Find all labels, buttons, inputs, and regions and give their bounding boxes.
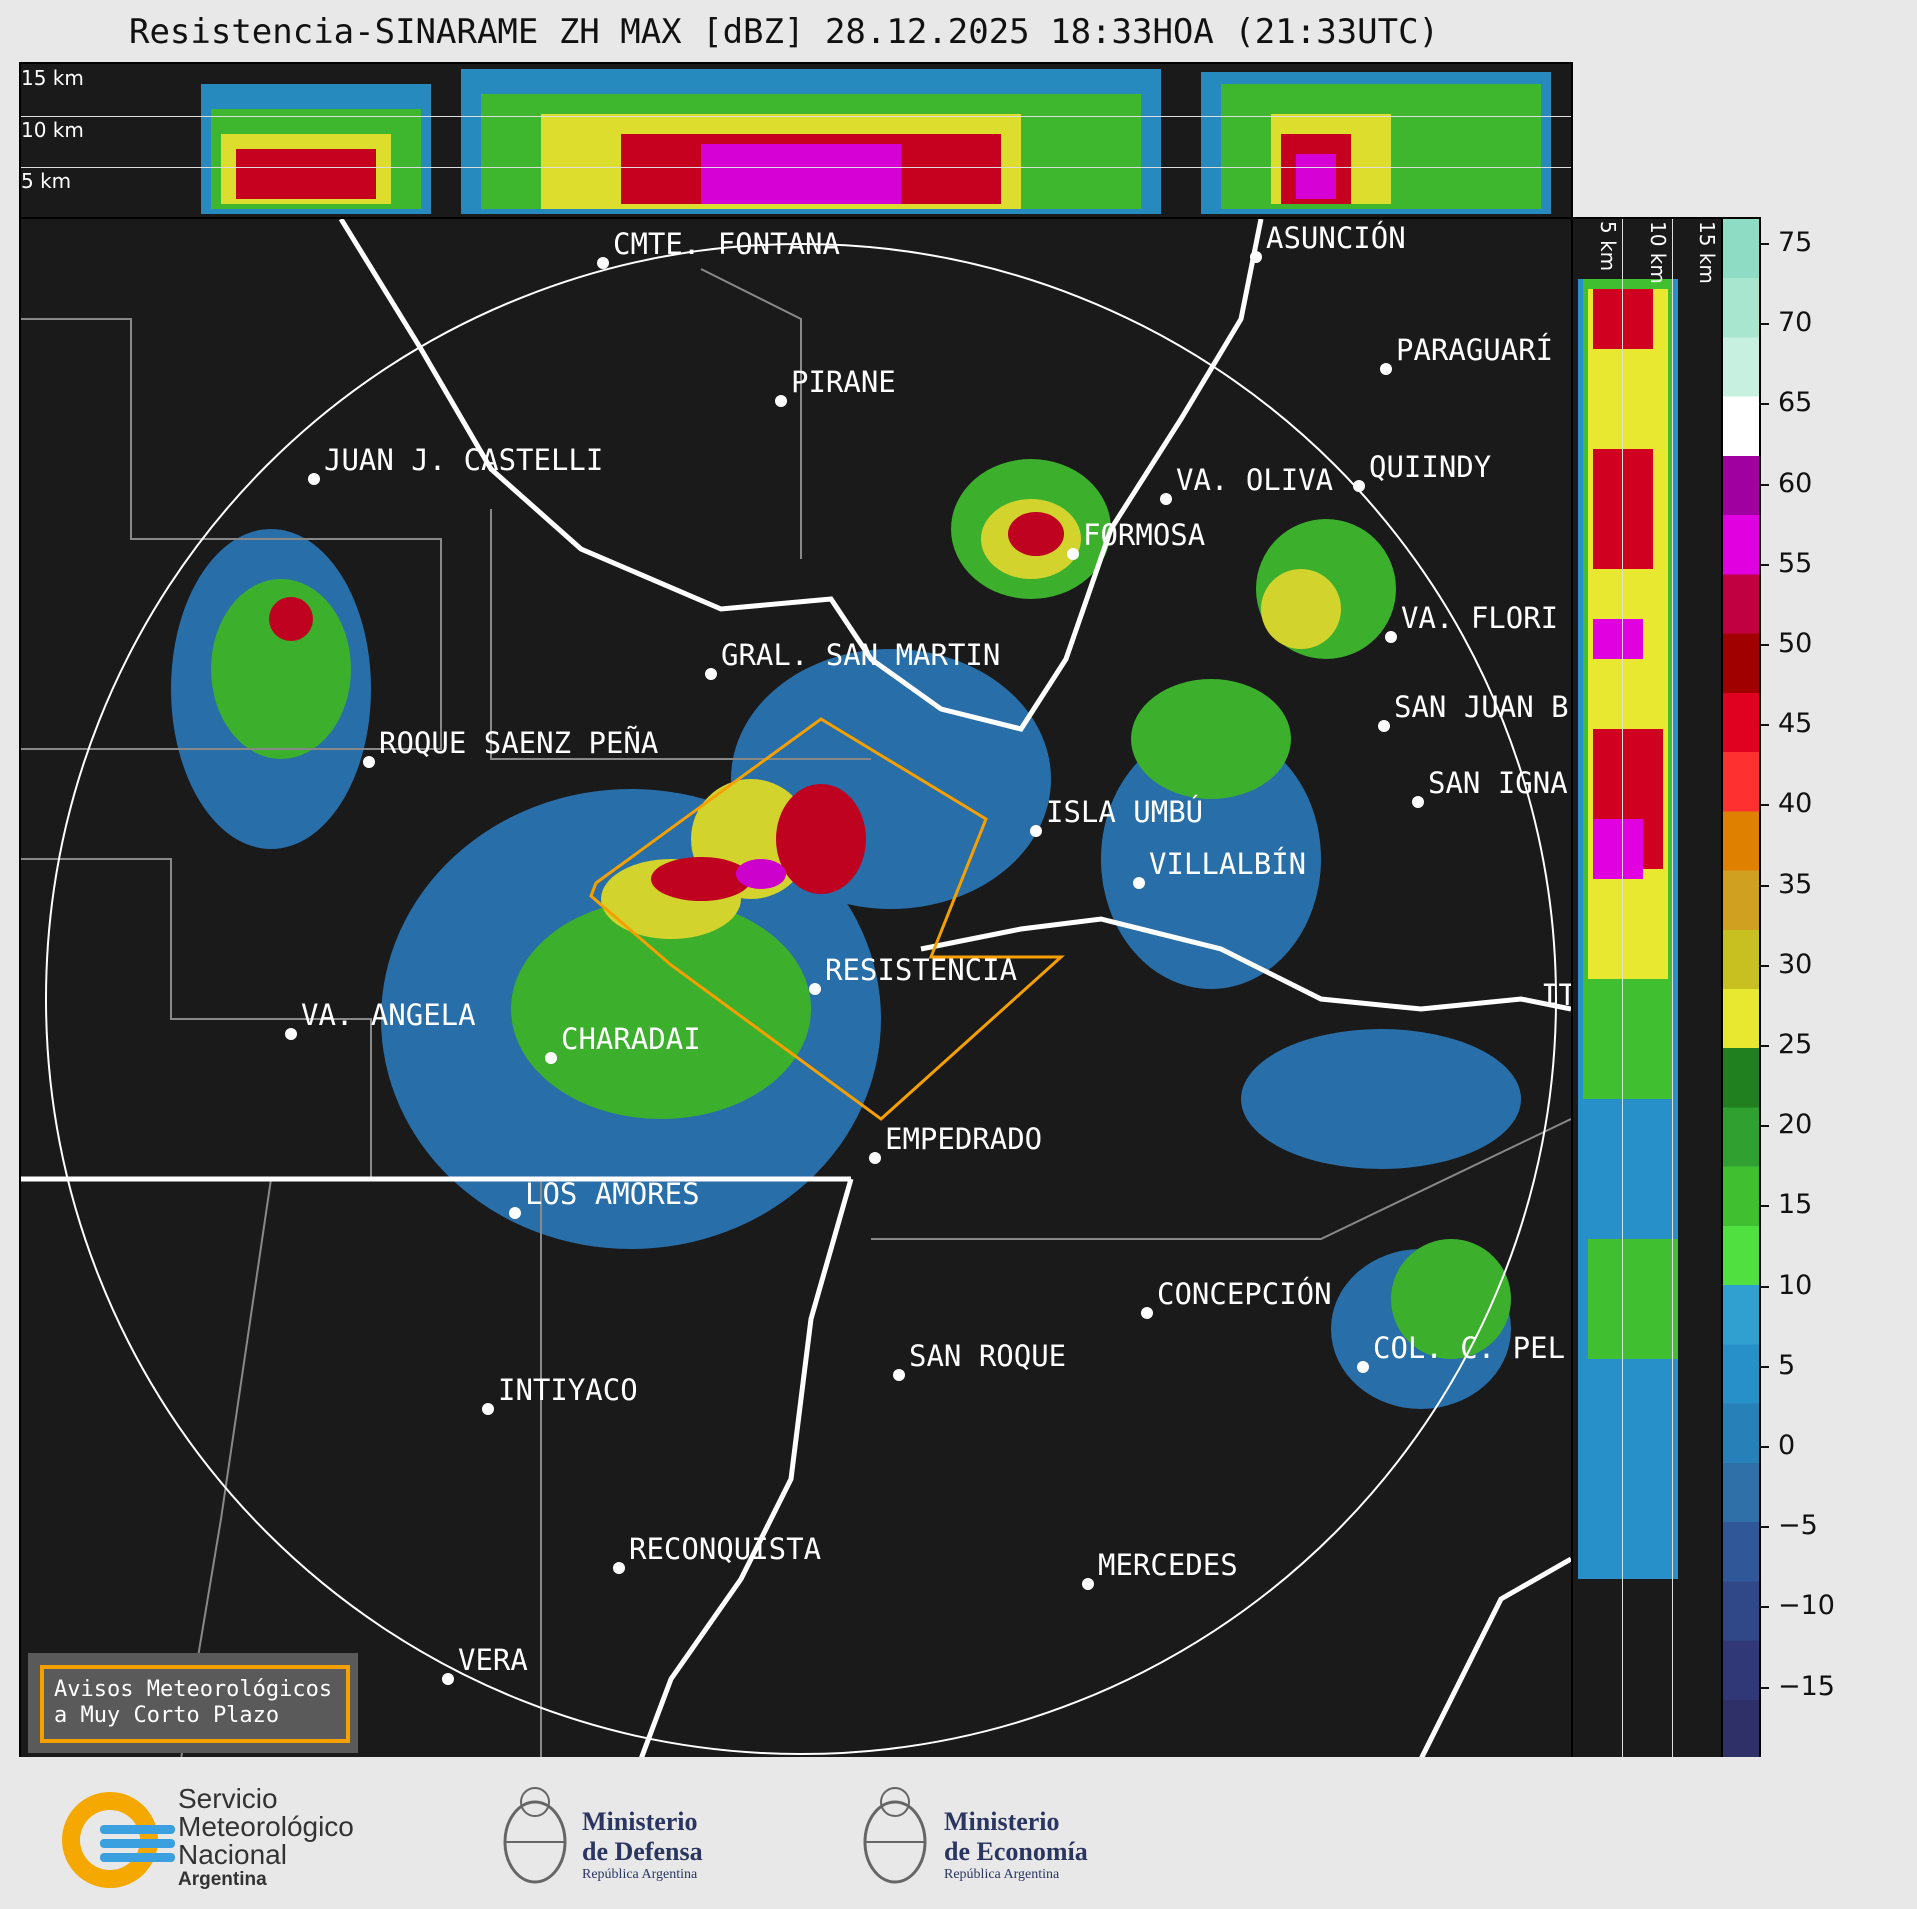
warning-polygon [589, 717, 1065, 1121]
colorbar-tick-mark [1759, 403, 1769, 406]
top-cross-section-panel: 15 km 10 km 5 km [19, 62, 1573, 221]
colorbar-tick-mark [1759, 1205, 1769, 1208]
radar-echoes [171, 459, 1521, 1409]
side-altitude-line-10km [1672, 219, 1673, 1759]
range-ring [45, 243, 1557, 1755]
side-altitude-10km: 10 km [1646, 221, 1670, 284]
smn-logo-text: Servicio Meteorológico Nacional Argentin… [178, 1783, 354, 1891]
colorbar-tick-mark [1759, 644, 1769, 646]
colorbar-tick-mark [1759, 1365, 1769, 1368]
top-echo-profile [201, 69, 1551, 214]
colorbar-tick-label: 0 [1778, 1430, 1796, 1461]
dbz-colorbar [1721, 217, 1761, 1761]
colorbar-tick-label: 20 [1778, 1109, 1813, 1141]
smn-logo-icon [62, 1792, 175, 1888]
colorbar-tick-label: 5 [1778, 1349, 1796, 1381]
colorbar-tick-mark [1759, 724, 1769, 727]
colorbar-tick-mark [1759, 964, 1769, 967]
colorbar-tick-label: −5 [1778, 1510, 1818, 1542]
colorbar-tick-label: 35 [1778, 868, 1813, 900]
colorbar-tick-label: −15 [1778, 1670, 1835, 1702]
defensa-logo-text: Ministerio de Defensa República Argentin… [582, 1807, 703, 1882]
colorbar-tick-mark [1759, 1045, 1769, 1047]
colorbar-tick-label: 70 [1778, 307, 1813, 339]
colorbar-tick-mark [1759, 804, 1769, 807]
colorbar-tick-label: 65 [1778, 387, 1813, 419]
map-title: Resistencia-SINARAME ZH MAX [dBZ] 28.12.… [128, 12, 1440, 52]
colorbar-tick-mark [1759, 483, 1769, 486]
colorbar-tick-label: 45 [1778, 708, 1813, 740]
radar-map-panel: CMTE. FONTANA ASUNCIÓN PARAGUARÍ PIRANE … [19, 217, 1573, 1761]
colorbar-tick-mark [1759, 1606, 1769, 1609]
colorbar-tick-label: 60 [1778, 467, 1813, 499]
side-altitude-line-5km [1622, 219, 1623, 1759]
top-altitude-15km: 15 km [21, 66, 84, 90]
colorbar-tick-mark [1759, 323, 1769, 326]
country-borders [21, 219, 1571, 1759]
colorbar-tick-label: 30 [1778, 948, 1813, 980]
defensa-coat-of-arms-icon [503, 1787, 567, 1884]
colorbar-tick-label: 75 [1778, 227, 1813, 258]
radar-map-graphics [21, 219, 1571, 1759]
province-borders [21, 268, 1571, 1759]
colorbar-tick-mark [1759, 563, 1769, 566]
colorbar-tick-mark [1759, 1446, 1769, 1448]
footer-logos: Servicio Meteorológico Nacional Argentin… [0, 1757, 1917, 1909]
top-altitude-line-10km [21, 116, 1571, 117]
colorbar-tick-mark [1759, 243, 1769, 245]
colorbar-tick-label: 10 [1778, 1269, 1813, 1301]
colorbar-tick-mark [1759, 1125, 1769, 1128]
aviso-legend-box: Avisos Meteorológicos a Muy Corto Plazo [40, 1665, 350, 1743]
aviso-legend: Avisos Meteorológicos a Muy Corto Plazo [28, 1653, 358, 1753]
top-altitude-5km: 5 km [21, 169, 72, 193]
aviso-line-1: Avisos Meteorológicos [54, 1677, 333, 1702]
colorbar-tick-mark [1759, 1285, 1769, 1288]
colorbar-tick-mark [1759, 1526, 1769, 1529]
side-echo-profile [1578, 279, 1678, 1579]
colorbar-tick-label: 25 [1778, 1029, 1813, 1060]
top-altitude-10km: 10 km [21, 118, 84, 142]
side-altitude-5km: 5 km [1596, 221, 1620, 272]
colorbar-tick-mark [1759, 884, 1769, 887]
economia-logo-text: Ministerio de Economía República Argenti… [944, 1807, 1088, 1882]
side-altitude-15km: 15 km [1695, 221, 1719, 284]
top-altitude-line-5km [21, 167, 1571, 168]
colorbar-tick-mark [1759, 1686, 1769, 1689]
colorbar-tick-label: 50 [1778, 628, 1813, 659]
aviso-line-2: a Muy Corto Plazo [54, 1703, 280, 1728]
colorbar-tick-label: 40 [1778, 788, 1813, 820]
colorbar-tick-label: 55 [1778, 547, 1813, 579]
side-cross-section-panel: 5 km 10 km 15 km [1571, 217, 1723, 1761]
colorbar-tick-label: 15 [1778, 1189, 1813, 1221]
economia-coat-of-arms-icon [863, 1787, 927, 1884]
colorbar-tick-label: −10 [1778, 1590, 1835, 1622]
